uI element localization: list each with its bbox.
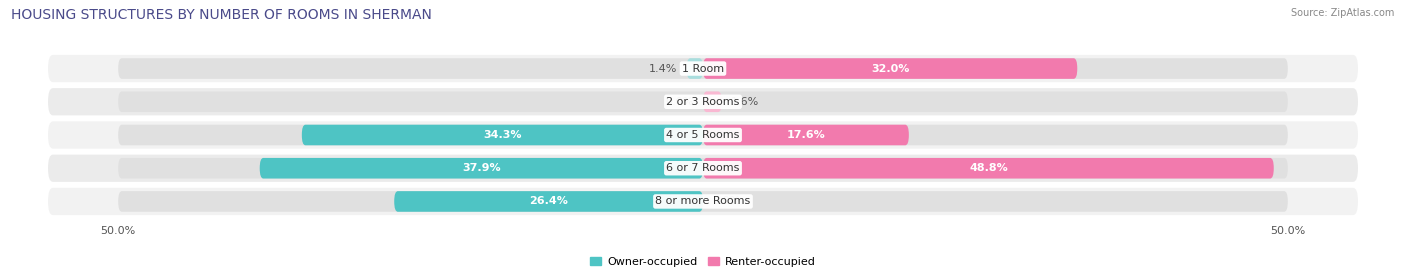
FancyBboxPatch shape <box>118 58 1288 79</box>
FancyBboxPatch shape <box>703 58 1077 79</box>
FancyBboxPatch shape <box>48 55 1358 82</box>
FancyBboxPatch shape <box>703 92 721 112</box>
FancyBboxPatch shape <box>48 88 1358 115</box>
Legend: Owner-occupied, Renter-occupied: Owner-occupied, Renter-occupied <box>586 252 820 270</box>
FancyBboxPatch shape <box>703 125 908 145</box>
Text: 1.6%: 1.6% <box>731 97 759 107</box>
Text: 0.0%: 0.0% <box>665 97 693 107</box>
Text: 34.3%: 34.3% <box>484 130 522 140</box>
FancyBboxPatch shape <box>118 125 1288 145</box>
FancyBboxPatch shape <box>260 158 703 178</box>
FancyBboxPatch shape <box>686 58 703 79</box>
Text: 0.0%: 0.0% <box>713 197 741 207</box>
FancyBboxPatch shape <box>48 122 1358 148</box>
Text: 4 or 5 Rooms: 4 or 5 Rooms <box>666 130 740 140</box>
Text: Source: ZipAtlas.com: Source: ZipAtlas.com <box>1291 8 1395 18</box>
FancyBboxPatch shape <box>118 92 1288 112</box>
Text: HOUSING STRUCTURES BY NUMBER OF ROOMS IN SHERMAN: HOUSING STRUCTURES BY NUMBER OF ROOMS IN… <box>11 8 432 22</box>
Text: 2 or 3 Rooms: 2 or 3 Rooms <box>666 97 740 107</box>
FancyBboxPatch shape <box>48 188 1358 215</box>
Text: 1 Room: 1 Room <box>682 63 724 73</box>
FancyBboxPatch shape <box>394 191 703 212</box>
FancyBboxPatch shape <box>48 155 1358 182</box>
Text: 37.9%: 37.9% <box>463 163 501 173</box>
Text: 17.6%: 17.6% <box>786 130 825 140</box>
Text: 26.4%: 26.4% <box>529 197 568 207</box>
Text: 8 or more Rooms: 8 or more Rooms <box>655 197 751 207</box>
FancyBboxPatch shape <box>118 158 1288 178</box>
FancyBboxPatch shape <box>302 125 703 145</box>
Text: 48.8%: 48.8% <box>969 163 1008 173</box>
Text: 1.4%: 1.4% <box>650 63 678 73</box>
Text: 32.0%: 32.0% <box>870 63 910 73</box>
FancyBboxPatch shape <box>118 191 1288 212</box>
Text: 6 or 7 Rooms: 6 or 7 Rooms <box>666 163 740 173</box>
FancyBboxPatch shape <box>703 158 1274 178</box>
